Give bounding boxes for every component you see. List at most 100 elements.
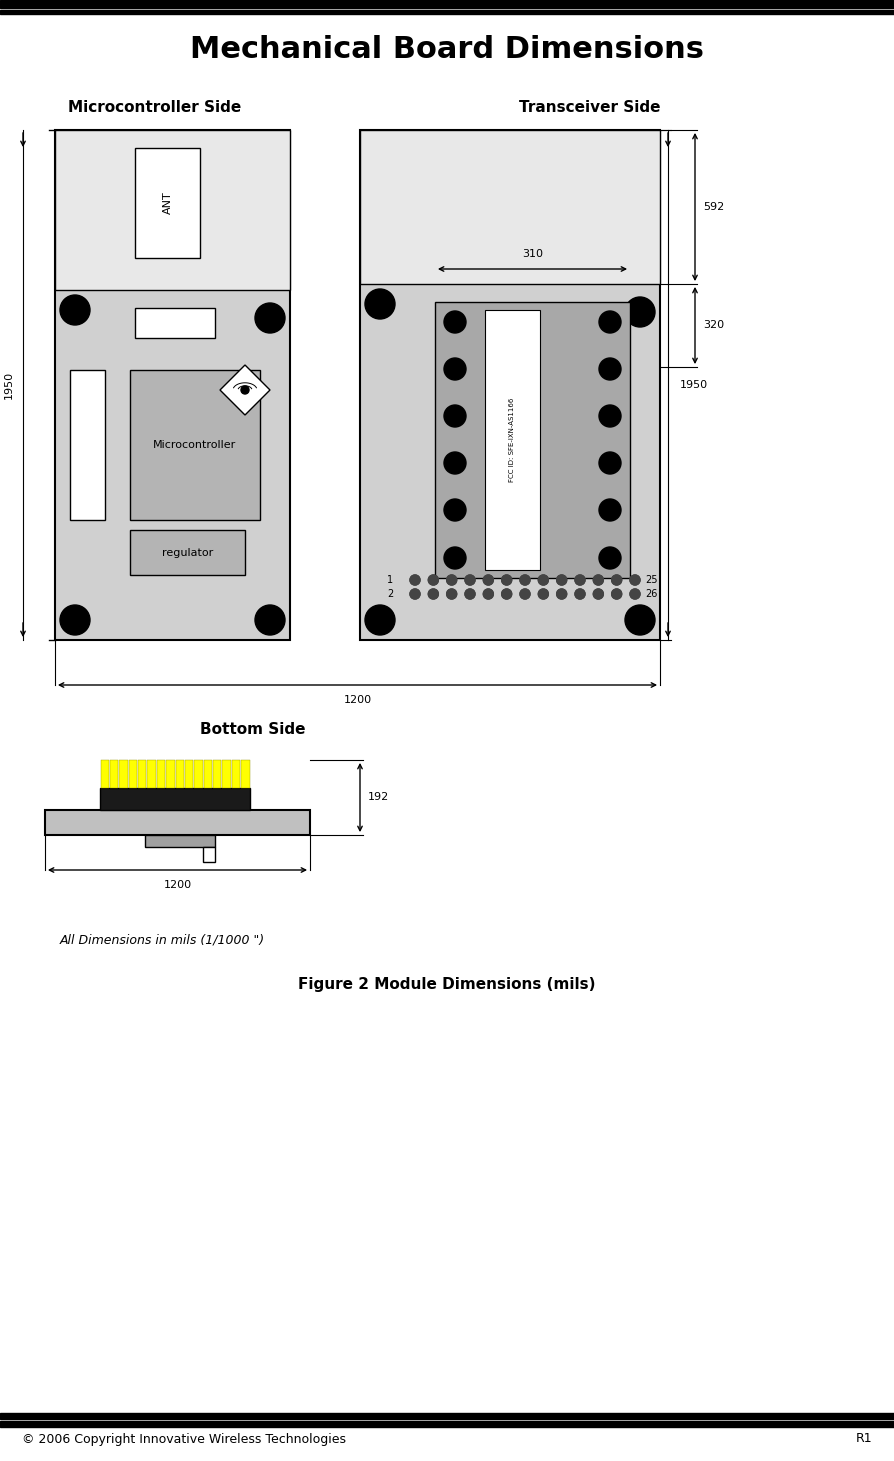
Circle shape [557,589,567,599]
Circle shape [428,589,438,599]
Circle shape [502,576,511,584]
Bar [135,148,200,259]
Bar [100,760,109,787]
Bar [485,310,540,570]
Bar [148,760,156,787]
Text: 1: 1 [387,576,393,584]
Circle shape [484,576,493,584]
Circle shape [465,589,475,599]
Circle shape [444,358,466,380]
Circle shape [428,576,438,584]
Circle shape [538,589,548,599]
Circle shape [428,589,438,599]
Circle shape [447,576,457,584]
Text: © 2006 Copyright Innovative Wireless Technologies: © 2006 Copyright Innovative Wireless Tec… [22,1432,346,1445]
Bar [166,760,174,787]
Circle shape [502,589,511,599]
Text: 1950: 1950 [680,380,708,390]
Circle shape [575,576,585,584]
Circle shape [465,589,475,599]
Bar [360,130,660,283]
Bar [0,10,894,15]
Text: 25: 25 [645,576,657,584]
Text: All Dimensions in mils (1/1000 "): All Dimensions in mils (1/1000 ") [60,934,266,947]
Circle shape [365,605,395,636]
Text: 592: 592 [703,202,724,212]
Bar [175,760,184,787]
Circle shape [447,576,457,584]
Circle shape [447,589,457,599]
Circle shape [625,605,655,636]
Circle shape [60,295,90,324]
Bar [138,760,147,787]
Bar [130,370,260,520]
Circle shape [630,576,640,584]
Circle shape [465,576,475,584]
Circle shape [594,576,603,584]
Circle shape [365,289,395,318]
Bar [119,760,128,787]
Bar [203,847,215,862]
Bar [129,760,137,787]
Text: Mechanical Board Dimensions: Mechanical Board Dimensions [190,35,704,64]
Circle shape [630,589,640,599]
Bar [213,760,222,787]
Bar [204,760,212,787]
Bar [100,787,250,809]
Circle shape [444,500,466,522]
Circle shape [575,589,585,599]
Circle shape [444,546,466,568]
Circle shape [502,589,511,599]
Circle shape [520,576,530,584]
Circle shape [599,311,621,333]
Circle shape [557,589,567,599]
Circle shape [630,576,640,584]
Bar [70,370,105,520]
Circle shape [611,576,621,584]
Circle shape [465,576,475,584]
Circle shape [484,589,493,599]
Bar [0,1413,894,1419]
Bar [110,760,118,787]
Circle shape [484,576,493,584]
Text: Microcontroller Side: Microcontroller Side [68,101,241,115]
Circle shape [575,589,585,599]
Circle shape [594,589,603,599]
Text: Transceiver Side: Transceiver Side [519,101,661,115]
Circle shape [255,605,285,636]
Circle shape [594,576,603,584]
Bar [0,0,894,7]
Circle shape [447,589,457,599]
Circle shape [599,358,621,380]
Circle shape [502,576,511,584]
Circle shape [594,589,603,599]
Circle shape [538,589,548,599]
Text: 1200: 1200 [343,695,372,706]
Circle shape [428,576,438,584]
Text: regulator: regulator [162,548,213,558]
Circle shape [410,576,420,584]
Text: 310: 310 [522,248,543,259]
Bar [232,760,240,787]
Circle shape [444,405,466,427]
Circle shape [625,297,655,327]
Text: 320: 320 [703,320,724,330]
Circle shape [538,576,548,584]
Text: R1: R1 [856,1432,872,1445]
Circle shape [557,576,567,584]
Circle shape [484,589,493,599]
Bar [400,570,635,603]
Circle shape [611,589,621,599]
Bar [185,760,193,787]
Bar [156,760,165,787]
Text: Bottom Side: Bottom Side [200,723,306,738]
Circle shape [520,589,530,599]
Bar [223,760,231,787]
Text: 192: 192 [368,792,389,802]
Circle shape [520,576,530,584]
Circle shape [520,589,530,599]
Bar [241,760,249,787]
Circle shape [410,589,420,599]
Circle shape [538,576,548,584]
Circle shape [557,576,567,584]
